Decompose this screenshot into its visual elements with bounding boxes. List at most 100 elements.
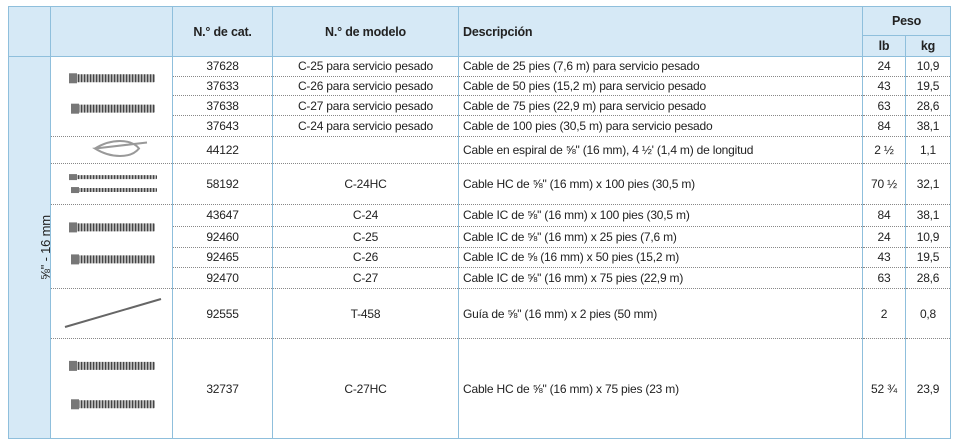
product-image [92, 140, 148, 157]
cable [71, 188, 157, 193]
cable-end [69, 73, 77, 84]
table-cell: 2 [862, 288, 906, 339]
table-cell: C-24HC [272, 163, 459, 205]
table-cell: Cable en espiral de ⅝" (16 mm), 4 ½' (1,… [458, 136, 863, 164]
table-cell: 70 ½ [862, 163, 906, 205]
table-cell: C-26 [272, 247, 459, 269]
table-row: 43647 C-24 Cable IC de ⅝" (16 mm) x 100 pi… [9, 204, 952, 289]
table-row: 37638 C-27 para servicio pesado Cable de 7… [9, 95, 952, 117]
catalog-table: N.° de cat. N.° de modelo Descripción Pe… [8, 6, 952, 439]
header-cell: N.° de modelo [272, 6, 459, 57]
table-cell: 24 [862, 226, 906, 248]
cable-end [69, 174, 77, 181]
header-cell: N.° de cat. [172, 6, 273, 57]
table-cell: 92460 [172, 226, 273, 248]
table-cell: Cable IC de ⅝" (16 mm) x 75 pies (22,9 m… [458, 267, 863, 289]
table-cell: C-25 [272, 226, 459, 248]
corner [50, 6, 173, 57]
table-cell: C-27 [272, 267, 459, 289]
table-cell: C-25 para servicio pesado [272, 56, 459, 77]
table-cell: 37643 [172, 115, 273, 137]
product-image [69, 73, 155, 114]
header-cell: Descripción [458, 6, 863, 57]
product-image [69, 360, 155, 410]
table-cell: T-458 [272, 288, 459, 339]
table-cell: 23,9 [904, 338, 952, 439]
cable-end [69, 222, 77, 233]
table-row: 37643 C-24 para servicio pesado Cable de 1… [9, 115, 952, 137]
table-cell: 92470 [172, 267, 273, 289]
cable-end [71, 254, 79, 265]
table-cell: 38,1 [904, 204, 952, 227]
cable-end [71, 187, 79, 194]
table-cell: C-27 para servicio pesado [272, 95, 459, 117]
table-cell: Cable de 75 pies (22,9 m) para servicio … [458, 95, 863, 117]
table-cell: 32,1 [904, 163, 952, 205]
table-cell: 43 [862, 247, 906, 269]
table-cell: 37633 [172, 76, 273, 97]
table-row: 58192 C-24HC Cable HC de ⅝" (16 mm) x 100 … [9, 163, 952, 205]
table-cell: 63 [862, 95, 906, 117]
cable-end [71, 399, 79, 410]
table-cell: 37628 [172, 56, 273, 77]
table-cell: 38,1 [904, 115, 952, 137]
table-cell: Cable IC de ⅝" (16 mm) x 100 pies (30,5 … [458, 204, 863, 227]
cable [71, 400, 155, 409]
table-cell: 58192 [172, 163, 273, 205]
table-cell: 37638 [172, 95, 273, 117]
product-image [64, 298, 162, 328]
product-image [69, 222, 155, 265]
table-cell: 19,5 [904, 76, 952, 97]
table-cell: 24 [862, 56, 906, 77]
table-cell: Cable de 25 pies (7,6 m) para servicio p… [458, 56, 863, 77]
table-cell: 43647 [172, 204, 273, 227]
cable [69, 361, 155, 370]
table-cell: 84 [862, 204, 906, 227]
table-cell: Cable de 100 pies (30,5 m) para servicio… [458, 115, 863, 137]
table-cell: 44122 [172, 136, 273, 164]
image-cell [50, 204, 173, 289]
header-cell: Peso [861, 6, 952, 36]
table-cell: 43 [862, 76, 906, 97]
cable [71, 255, 155, 264]
group-cell: ⅝" - 16 mm [8, 56, 51, 439]
table-cell: 28,6 [904, 267, 952, 289]
table-cell: Cable IC de ⅝ (16 mm) x 50 pies (15,2 m) [458, 247, 863, 269]
table-cell: C-24 para servicio pesado [272, 115, 459, 137]
table-row: 92470 C-27 Cable IC de ⅝" (16 mm) x 75 pie… [9, 267, 952, 289]
table-cell: 28,6 [904, 95, 952, 117]
table-cell: 63 [862, 267, 906, 289]
table-row: 92465 C-26 Cable IC de ⅝ (16 mm) x 50 pies… [9, 247, 952, 269]
table-row: 44122 Cable en espiral de ⅝" (16 mm), 4 ½… [9, 136, 952, 164]
table-cell: Cable HC de ⅝" (16 mm) x 100 pies (30,5 … [458, 163, 863, 205]
table-row: 32737 C-27HC Cable HC de ⅝" (16 mm) x 75 p… [9, 338, 952, 439]
table-cell [272, 136, 459, 164]
cable [69, 74, 155, 83]
image-cell [50, 136, 173, 164]
table-cell: 84 [862, 115, 906, 137]
table-cell: 2 ½ [862, 136, 906, 164]
cable [69, 223, 155, 232]
table-cell: Cable de 50 pies (15,2 m) para servicio … [458, 76, 863, 97]
group-label: ⅝" - 16 mm [37, 215, 51, 280]
product-image [69, 174, 157, 194]
table-cell: Cable IC de ⅝" (16 mm) x 25 pies (7,6 m) [458, 226, 863, 248]
table-cell: C-24 [272, 204, 459, 227]
image-cell [50, 56, 173, 137]
table-cell: 0,8 [904, 288, 952, 339]
table-row: 92460 C-25 Cable IC de ⅝" (16 mm) x 25 pie… [9, 226, 952, 248]
table-cell: 32737 [172, 338, 273, 439]
header-cell: lb [862, 35, 906, 57]
image-cell [50, 288, 173, 339]
cable [71, 104, 155, 113]
cable-end [69, 360, 77, 371]
table-cell: 19,5 [904, 247, 952, 269]
table-cell: 10,9 [904, 226, 952, 248]
table-cell: 10,9 [904, 56, 952, 77]
corner [8, 6, 51, 57]
table-row: 92555 T-458 Guía de ⅝" (16 mm) x 2 pies (5… [9, 288, 952, 339]
table-cell: 92555 [172, 288, 273, 339]
table-row: 37633 C-26 para servicio pesado Cable de 5… [9, 76, 952, 97]
table-cell: 92465 [172, 247, 273, 269]
